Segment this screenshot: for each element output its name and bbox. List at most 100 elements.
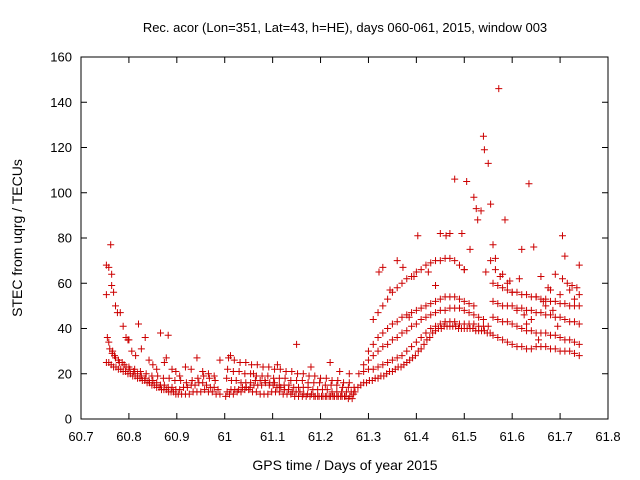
data-point [491, 254, 499, 262]
data-point [436, 295, 444, 303]
data-point [287, 390, 295, 398]
data-point [153, 379, 161, 387]
data-point [558, 275, 566, 283]
data-point [384, 358, 392, 366]
data-point [288, 367, 296, 375]
data-point [271, 379, 279, 387]
data-point [157, 329, 165, 337]
data-point [379, 329, 387, 337]
data-point [463, 177, 471, 185]
data-point [446, 229, 454, 237]
data-point [570, 295, 578, 303]
data-point [446, 254, 454, 262]
data-point [411, 352, 419, 360]
data-point [508, 302, 516, 310]
data-point [137, 372, 145, 380]
data-point [539, 297, 547, 305]
data-point [575, 320, 583, 328]
data-point [242, 358, 250, 366]
y-tick-label: 20 [58, 366, 72, 381]
data-point [508, 320, 516, 328]
data-point [556, 313, 564, 321]
data-point [484, 322, 492, 330]
data-point [201, 386, 209, 394]
data-point [523, 320, 531, 328]
data-point [360, 361, 368, 369]
data-point [111, 302, 119, 310]
data-point [351, 388, 359, 396]
data-point [563, 279, 571, 287]
data-point [116, 309, 124, 317]
data-point [408, 322, 416, 330]
data-point [176, 372, 184, 380]
data-point [115, 358, 123, 366]
x-tick-label: 61.8 [595, 429, 620, 444]
x-tick-label: 61 [217, 429, 231, 444]
data-point [168, 365, 176, 373]
data-point [554, 322, 562, 330]
data-point [199, 367, 207, 375]
data-point [475, 313, 483, 321]
data-point [216, 390, 224, 398]
data-point [518, 343, 526, 351]
x-tick-label: 60.8 [116, 429, 141, 444]
data-point [570, 338, 578, 346]
data-point [408, 309, 416, 317]
data-point [417, 266, 425, 274]
data-point [482, 268, 490, 276]
data-point [182, 379, 190, 387]
data-point [501, 216, 509, 224]
data-point [108, 270, 116, 278]
data-point [451, 257, 459, 265]
data-point [432, 309, 440, 317]
data-point [403, 275, 411, 283]
data-point [388, 320, 396, 328]
data-point [527, 315, 535, 323]
data-point [345, 370, 353, 378]
data-point [412, 338, 420, 346]
data-point [518, 245, 526, 253]
data-point [124, 336, 132, 344]
data-point [160, 358, 168, 366]
x-tick-label: 61.6 [500, 429, 525, 444]
data-point [436, 229, 444, 237]
data-point [537, 272, 545, 280]
data-point [360, 367, 368, 375]
data-point [494, 300, 502, 308]
data-point [508, 340, 516, 348]
x-tick-label: 61.5 [452, 429, 477, 444]
data-point [455, 295, 463, 303]
data-point [432, 297, 440, 305]
data-point [496, 272, 504, 280]
data-point [568, 282, 576, 290]
data-point [379, 343, 387, 351]
data-point [181, 363, 189, 371]
data-point [109, 347, 117, 355]
data-point [193, 354, 201, 362]
data-point [326, 358, 334, 366]
data-point [561, 315, 569, 323]
y-tick-label: 140 [50, 95, 72, 110]
data-point [299, 370, 307, 378]
data-point [470, 320, 478, 328]
data-point [460, 266, 468, 274]
data-point [160, 381, 168, 389]
data-point [547, 311, 555, 319]
x-tick-label: 61.3 [356, 429, 381, 444]
data-point [264, 372, 272, 380]
data-point [237, 388, 245, 396]
data-point [403, 327, 411, 335]
data-point [386, 286, 394, 294]
x-tick-label: 61.7 [547, 429, 572, 444]
data-point [108, 282, 116, 290]
data-point [466, 245, 474, 253]
data-point [460, 306, 468, 314]
data-point [296, 388, 304, 396]
data-point [107, 241, 115, 249]
data-point [436, 320, 444, 328]
data-point [374, 334, 382, 342]
data-point [214, 386, 222, 394]
data-point [281, 374, 289, 382]
data-point [451, 293, 459, 301]
data-point [168, 383, 176, 391]
